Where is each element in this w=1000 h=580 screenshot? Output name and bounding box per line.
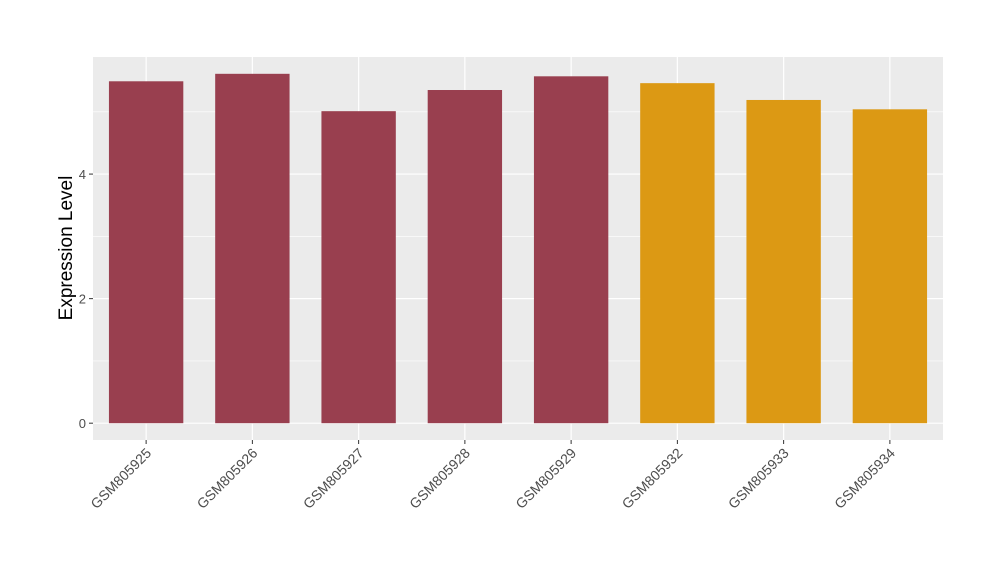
x-tick-label: GSM805927 bbox=[300, 445, 367, 512]
bar bbox=[533, 76, 609, 424]
y-tick-label: 4 bbox=[79, 167, 86, 182]
bar bbox=[640, 83, 715, 424]
bar bbox=[215, 73, 290, 424]
bar bbox=[108, 81, 184, 424]
x-tick-label: GSM805932 bbox=[619, 445, 686, 512]
x-tick-label: GSM805928 bbox=[406, 445, 473, 512]
x-tick-label: GSM805933 bbox=[725, 445, 792, 512]
x-tick-label: GSM805934 bbox=[831, 445, 898, 512]
x-tick-label: GSM805929 bbox=[512, 445, 579, 512]
x-tick-label: GSM805926 bbox=[194, 445, 261, 512]
x-tick-label: GSM805925 bbox=[87, 445, 154, 512]
y-axis-title: Expression Level bbox=[56, 176, 77, 321]
bar bbox=[427, 90, 503, 424]
y-tick-label: 2 bbox=[79, 292, 86, 307]
bar bbox=[746, 99, 821, 424]
y-tick-label: 0 bbox=[79, 416, 86, 431]
bar bbox=[852, 109, 928, 424]
bar bbox=[321, 111, 396, 424]
